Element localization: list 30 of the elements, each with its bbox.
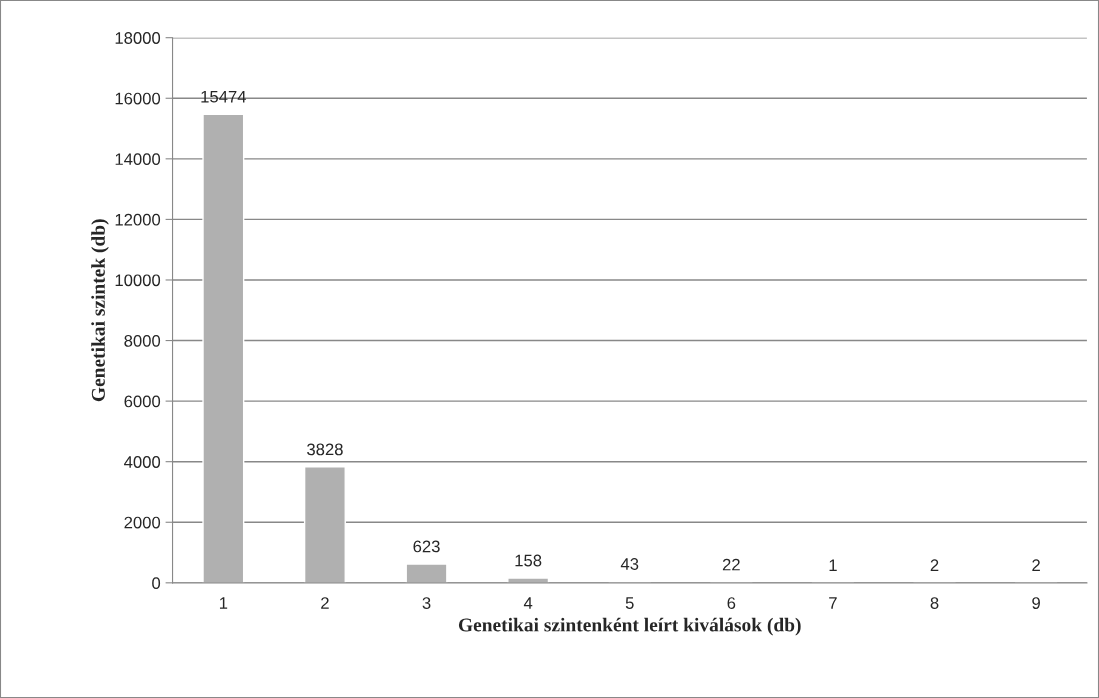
y-tick-label: 10000 [115,274,161,287]
y-tick-label: 6000 [124,395,161,408]
x-tick-label: 9 [1032,597,1040,609]
data-label: 623 [413,540,440,553]
data-label: 2 [1032,559,1040,571]
data-label: 43 [620,558,639,570]
y-tick-label: 8000 [124,334,161,347]
y-tick-label: 2000 [124,516,161,529]
data-label: 2 [930,559,939,571]
x-tick-label: 5 [625,597,634,609]
y-axis-title: Genetikai szintek (db) [91,219,109,402]
x-tick-label: 1 [219,597,228,609]
x-tick-label: 4 [523,597,533,609]
x-tick-label: 2 [321,597,329,609]
y-tick-label: 14000 [115,153,161,166]
y-tick-label: 18000 [115,32,161,44]
data-label: 1 [829,559,837,572]
data-label: 15474 [201,90,247,103]
data-label: 158 [515,554,542,567]
x-tick-label: 6 [727,597,736,609]
y-tick-label: 4000 [124,456,161,468]
x-axis-title: Genetikai szintenként leírt kiválások (db) [458,617,801,636]
y-tick-label: 12000 [115,213,161,226]
data-label: 3828 [307,443,343,456]
x-tick-label: 8 [930,597,939,609]
x-tick-label: 3 [422,597,431,609]
y-tick-label: 16000 [115,92,161,105]
y-tick-label: 0 [152,577,161,590]
data-label: 22 [722,558,740,571]
x-tick-label: 7 [829,597,837,609]
